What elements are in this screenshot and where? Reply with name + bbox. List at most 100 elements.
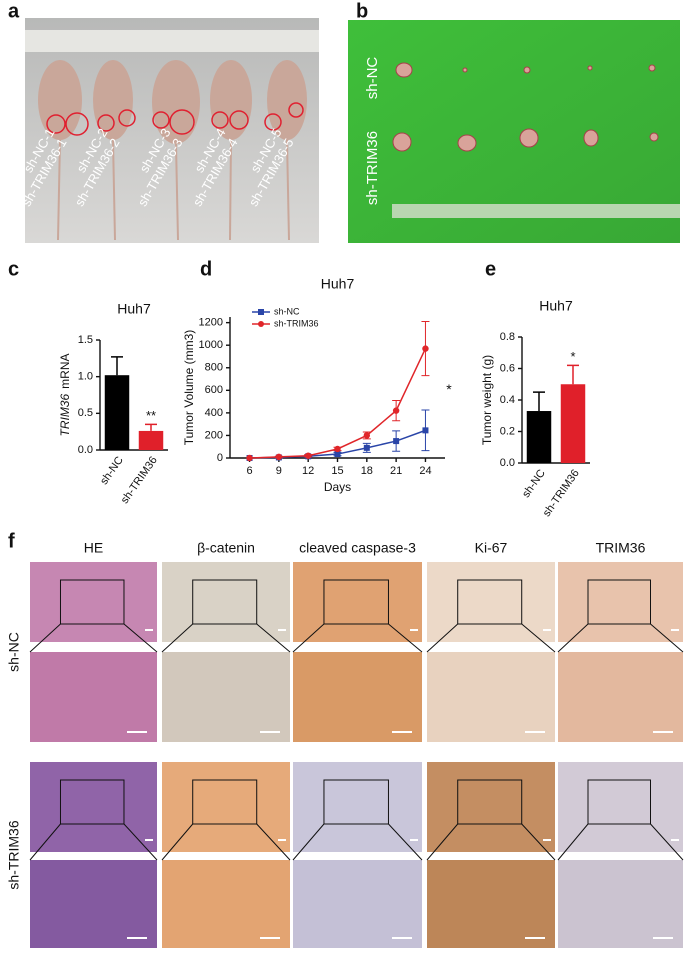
- x-tick-label: 24: [419, 465, 431, 477]
- y-tick-label: 0.8: [500, 331, 515, 343]
- zoom-box: [457, 779, 523, 825]
- row-label: sh-TRIM36: [6, 820, 22, 889]
- marker: [304, 452, 312, 459]
- y-axis-label: Tumor weight (g): [480, 355, 494, 445]
- legend-label: sh-TRIM36: [274, 318, 319, 328]
- marker: [393, 438, 400, 445]
- zoom-line: [29, 823, 158, 861]
- zoom-line: [557, 823, 684, 861]
- zoom-line: [292, 623, 423, 653]
- x-axis-label: Days: [324, 480, 351, 494]
- y-tick-label: 1.0: [78, 371, 93, 383]
- error-bar: [111, 356, 123, 376]
- micrograph-zoom: [293, 860, 422, 948]
- zoom-box: [587, 579, 651, 625]
- micrograph-zoom: [427, 652, 555, 742]
- zoom-box: [323, 579, 389, 625]
- marker: [275, 453, 283, 461]
- micrograph: [162, 562, 290, 642]
- legend-marker: [258, 321, 264, 327]
- error-bar: [567, 364, 579, 385]
- x-tick-label: 18: [361, 465, 373, 477]
- row-label: sh-NC: [364, 57, 381, 100]
- micrograph: [558, 562, 683, 642]
- zoom-box: [587, 779, 651, 825]
- y-tick-label: 0.4: [500, 394, 515, 406]
- column-header: cleaved caspase-3: [299, 540, 416, 556]
- micrograph: [293, 562, 422, 642]
- column-header: Ki-67: [475, 540, 508, 556]
- legend-label: sh-NC: [274, 306, 300, 316]
- photo-b: [348, 20, 680, 243]
- y-tick-label: 1000: [199, 339, 223, 351]
- zoom-line: [557, 623, 684, 653]
- error-bar: [145, 423, 157, 431]
- legend-marker: [258, 309, 264, 315]
- column-header: HE: [84, 540, 103, 556]
- y-tick-label: 0.5: [78, 407, 93, 419]
- panel-label: d: [200, 259, 212, 281]
- bar: [138, 430, 164, 450]
- x-tick-label: sh-NC: [98, 454, 126, 486]
- y-tick-label: 0.0: [78, 444, 93, 456]
- micrograph-zoom: [427, 860, 555, 948]
- y-axis-label-part: Tumor weight (g): [480, 355, 494, 445]
- zoom-box: [59, 579, 125, 625]
- annotation: *: [446, 381, 452, 397]
- zoom-line: [292, 823, 423, 861]
- micrograph-zoom: [30, 652, 157, 742]
- zoom-box: [59, 779, 125, 825]
- chart-title: Huh7: [539, 298, 573, 314]
- x-tick-label: 15: [331, 465, 343, 477]
- row-label: sh-TRIM36: [364, 131, 381, 205]
- micrograph-zoom: [293, 652, 422, 742]
- marker: [363, 432, 371, 439]
- zoom-line: [426, 623, 556, 653]
- marker: [334, 445, 341, 453]
- y-tick-label: 0.2: [500, 425, 515, 437]
- marker: [363, 444, 370, 451]
- y-tick-label: 0: [217, 452, 223, 464]
- y-tick-label: 600: [205, 384, 223, 396]
- micrograph-zoom: [30, 860, 157, 948]
- y-tick-label: 1.5: [78, 334, 93, 346]
- y-tick-label: 800: [205, 362, 223, 374]
- zoom-box: [323, 779, 389, 825]
- y-tick-label: 0.0: [500, 457, 515, 469]
- marker: [246, 454, 253, 462]
- x-tick-label: 6: [246, 465, 252, 477]
- chart-title: Huh7: [321, 276, 355, 292]
- micrograph-zoom: [162, 860, 290, 948]
- photo-a: [25, 18, 319, 243]
- zoom-line: [161, 623, 291, 653]
- y-tick-label: 200: [205, 429, 223, 441]
- y-axis-label: TRIM36 mRNA: [58, 353, 72, 436]
- panel-label: a: [8, 1, 20, 23]
- y-axis-label: Tumor Volume (mm3): [182, 330, 196, 446]
- panel-label: f: [8, 531, 15, 553]
- column-header: β-catenin: [197, 540, 255, 556]
- zoom-box: [457, 579, 523, 625]
- panel-label: e: [485, 259, 496, 281]
- bar: [104, 375, 130, 450]
- zoom-line: [161, 823, 291, 861]
- zoom-line: [426, 823, 556, 861]
- marker: [422, 427, 429, 434]
- zoom-box: [192, 779, 258, 825]
- y-tick-label: 0.6: [500, 362, 515, 374]
- micrograph-zoom: [162, 652, 290, 742]
- x-tick-label: sh-NC: [520, 467, 548, 499]
- micrograph: [30, 562, 157, 642]
- x-tick-label: 12: [302, 465, 314, 477]
- micrograph: [427, 562, 555, 642]
- bar: [526, 411, 552, 463]
- marker: [392, 407, 400, 414]
- x-tick-label: 9: [276, 465, 282, 477]
- error-bar: [533, 391, 545, 412]
- micrograph-zoom: [558, 652, 683, 742]
- zoom-box: [192, 579, 258, 625]
- marker: [422, 345, 429, 352]
- significance: **: [146, 408, 156, 423]
- row-label: sh-NC: [6, 632, 22, 672]
